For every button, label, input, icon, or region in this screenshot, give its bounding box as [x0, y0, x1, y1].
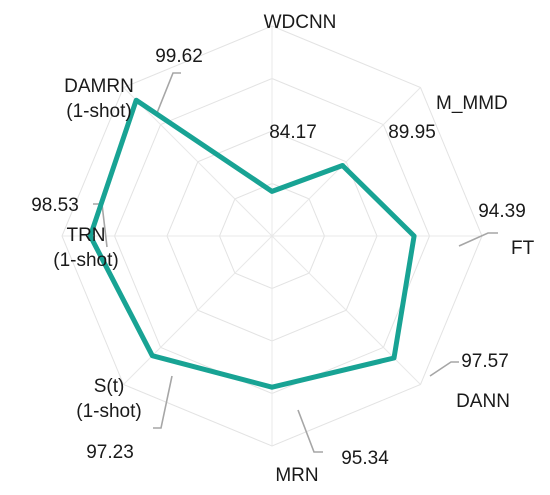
category-label: WDCNN: [264, 12, 337, 33]
data-label: 94.39: [478, 201, 526, 222]
category-label: TRN: [66, 225, 105, 246]
value-leader-line: [458, 232, 498, 247]
grid-spoke: [271, 87, 421, 237]
value-leader-line: [429, 361, 459, 377]
category-label: (1-shot): [53, 250, 118, 271]
data-label: 95.34: [341, 448, 389, 469]
value-leader-line: [153, 375, 173, 429]
category-label: FT: [511, 238, 535, 259]
data-label: 97.57: [461, 351, 509, 372]
grid-spoke: [123, 235, 273, 385]
category-label: (1-shot): [76, 401, 141, 422]
data-label: 89.95: [388, 122, 436, 143]
radar-grid: [61, 25, 483, 447]
data-label: 99.62: [155, 46, 203, 67]
data-label: 98.53: [31, 195, 79, 216]
category-label: DAMRN: [64, 76, 134, 97]
value-leader-line: [297, 409, 323, 453]
grid-spoke: [123, 87, 273, 237]
grid-spoke: [271, 235, 421, 385]
category-label: S(t): [94, 376, 125, 397]
series-layer: [87, 97, 417, 390]
category-label: M_MMD: [436, 93, 508, 114]
category-label: MRN: [275, 465, 318, 486]
series-line: [87, 97, 417, 390]
value-leader-line: [156, 72, 181, 114]
category-label: DANN: [456, 391, 510, 412]
category-label: (1-shot): [66, 101, 131, 122]
label-layer: WDCNN M_MMD FT DANN MRN S(t) (1-shot) TRN (1-sho…: [31, 12, 534, 486]
data-label: 97.23: [86, 442, 134, 463]
data-label: 84.17: [269, 122, 317, 143]
